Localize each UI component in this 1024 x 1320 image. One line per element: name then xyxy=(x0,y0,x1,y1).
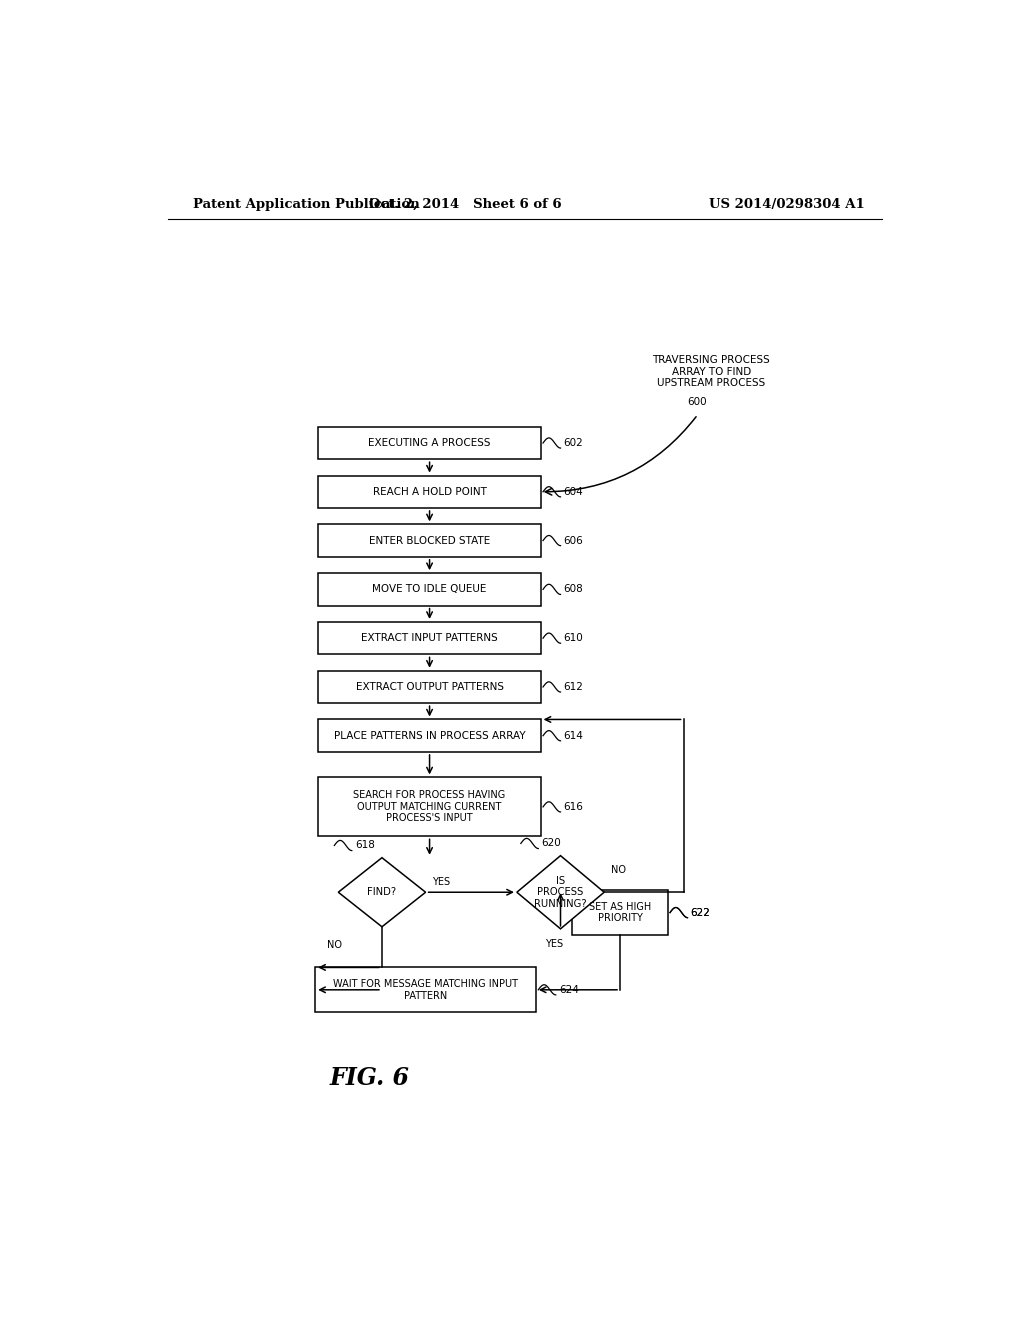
FancyBboxPatch shape xyxy=(318,719,541,752)
Text: MOVE TO IDLE QUEUE: MOVE TO IDLE QUEUE xyxy=(373,585,486,594)
FancyBboxPatch shape xyxy=(318,475,541,508)
Text: TRAVERSING PROCESS
ARRAY TO FIND
UPSTREAM PROCESS: TRAVERSING PROCESS ARRAY TO FIND UPSTREA… xyxy=(652,355,770,388)
Text: 618: 618 xyxy=(355,841,375,850)
Text: SEARCH FOR PROCESS HAVING
OUTPUT MATCHING CURRENT
PROCESS'S INPUT: SEARCH FOR PROCESS HAVING OUTPUT MATCHIN… xyxy=(353,791,506,824)
FancyBboxPatch shape xyxy=(318,426,541,459)
Text: EXTRACT OUTPUT PATTERNS: EXTRACT OUTPUT PATTERNS xyxy=(355,682,504,692)
Text: 606: 606 xyxy=(563,536,584,545)
Text: 614: 614 xyxy=(563,731,584,741)
Text: REACH A HOLD POINT: REACH A HOLD POINT xyxy=(373,487,486,496)
Text: 602: 602 xyxy=(563,438,584,447)
Text: Patent Application Publication: Patent Application Publication xyxy=(194,198,420,211)
Text: US 2014/0298304 A1: US 2014/0298304 A1 xyxy=(709,198,864,211)
Text: NO: NO xyxy=(327,940,342,950)
Text: 604: 604 xyxy=(563,487,584,496)
Text: 616: 616 xyxy=(563,801,584,812)
FancyBboxPatch shape xyxy=(318,777,541,837)
Polygon shape xyxy=(338,858,426,927)
Text: SET AS HIGH
PRIORITY: SET AS HIGH PRIORITY xyxy=(589,902,651,924)
Text: YES: YES xyxy=(432,876,451,887)
Text: 622: 622 xyxy=(690,908,711,917)
Text: 600: 600 xyxy=(687,397,708,408)
Text: 610: 610 xyxy=(563,634,584,643)
Text: ENTER BLOCKED STATE: ENTER BLOCKED STATE xyxy=(369,536,490,545)
Polygon shape xyxy=(517,855,604,929)
FancyArrowPatch shape xyxy=(545,417,696,495)
FancyBboxPatch shape xyxy=(318,573,541,606)
Text: EXTRACT INPUT PATTERNS: EXTRACT INPUT PATTERNS xyxy=(361,634,498,643)
Text: Oct. 2, 2014   Sheet 6 of 6: Oct. 2, 2014 Sheet 6 of 6 xyxy=(369,198,561,211)
FancyBboxPatch shape xyxy=(318,622,541,655)
Text: 620: 620 xyxy=(542,838,561,849)
Text: 622: 622 xyxy=(690,908,711,917)
Text: 624: 624 xyxy=(559,985,579,995)
Text: NO: NO xyxy=(610,865,626,875)
Text: WAIT FOR MESSAGE MATCHING INPUT
PATTERN: WAIT FOR MESSAGE MATCHING INPUT PATTERN xyxy=(333,979,518,1001)
Text: YES: YES xyxy=(545,939,563,949)
Text: 612: 612 xyxy=(563,682,584,692)
FancyBboxPatch shape xyxy=(572,890,668,935)
Text: FIND?: FIND? xyxy=(368,887,396,898)
Text: EXECUTING A PROCESS: EXECUTING A PROCESS xyxy=(369,438,490,447)
Text: 608: 608 xyxy=(563,585,584,594)
Text: IS
PROCESS
RUNNING?: IS PROCESS RUNNING? xyxy=(535,875,587,909)
FancyBboxPatch shape xyxy=(315,968,536,1012)
FancyBboxPatch shape xyxy=(318,671,541,704)
FancyBboxPatch shape xyxy=(318,524,541,557)
Text: PLACE PATTERNS IN PROCESS ARRAY: PLACE PATTERNS IN PROCESS ARRAY xyxy=(334,731,525,741)
Text: FIG. 6: FIG. 6 xyxy=(330,1067,410,1090)
